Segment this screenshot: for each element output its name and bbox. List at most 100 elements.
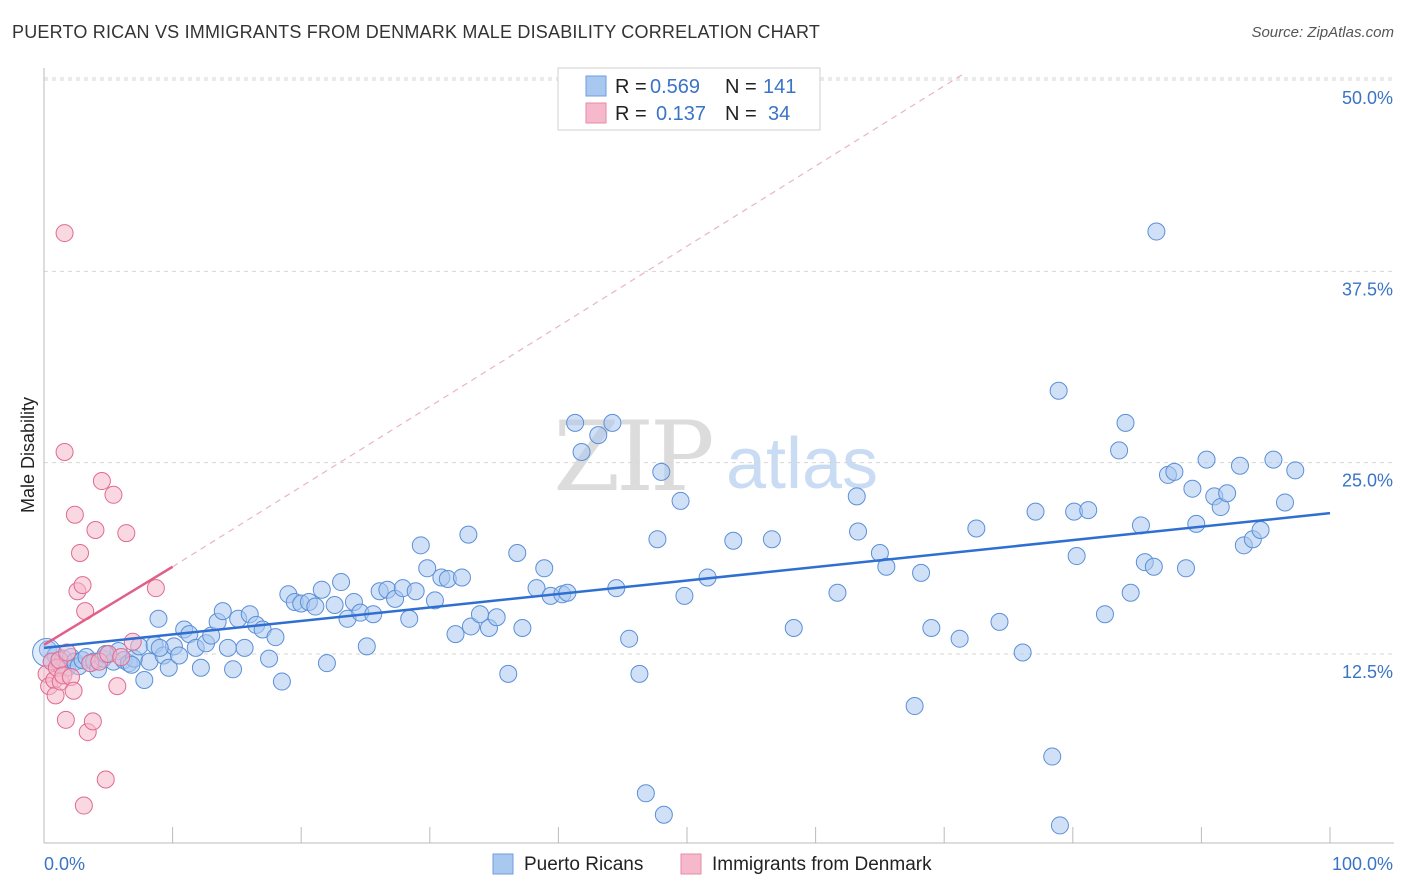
- point-puerto-ricans-135: [1183, 479, 1202, 498]
- point-puerto-ricans-145: [1264, 450, 1283, 469]
- series-legend: Puerto Ricans Immigrants from Denmark: [492, 853, 932, 875]
- point-puerto-ricans-120: [1050, 816, 1069, 835]
- point-puerto-ricans-27: [159, 658, 178, 677]
- bottom-legend-swatch-blue: [492, 853, 514, 875]
- legend-r-value-2: 0.137: [656, 103, 706, 125]
- point-denmark-22: [83, 712, 102, 731]
- point-puerto-ricans-96: [648, 530, 667, 549]
- point-denmark-33: [146, 579, 165, 598]
- source-credit: Source: ZipAtlas.com: [1251, 24, 1394, 41]
- y-axis-title: Male Disability: [18, 397, 38, 513]
- point-puerto-ricans-75: [459, 525, 478, 544]
- point-puerto-ricans-84: [535, 559, 554, 578]
- point-puerto-ricans-73: [446, 625, 465, 644]
- point-puerto-ricans-46: [266, 628, 285, 647]
- point-puerto-ricans-144: [1251, 521, 1270, 540]
- point-puerto-ricans-52: [306, 597, 325, 616]
- point-denmark-13: [64, 681, 83, 700]
- point-puerto-ricans-98: [654, 805, 673, 824]
- point-puerto-ricans-39: [224, 660, 243, 679]
- point-puerto-ricans-95: [636, 784, 655, 803]
- legend-n-value-2: 34: [768, 103, 790, 125]
- y-tick-label-1: 25.0%: [1342, 471, 1393, 491]
- x-tick-label-1: 100.0%: [1332, 854, 1393, 874]
- stats-legend: R = 0.569 N = 141 R = 0.137 N = 34: [557, 67, 821, 131]
- point-puerto-ricans-29: [170, 646, 189, 665]
- point-denmark-14: [65, 505, 84, 524]
- point-puerto-ricans-137: [1197, 450, 1216, 469]
- point-puerto-ricans-104: [784, 618, 803, 637]
- point-puerto-ricans-79: [487, 608, 506, 627]
- point-puerto-ricans-136: [1187, 514, 1206, 533]
- point-denmark-26: [96, 770, 115, 789]
- point-puerto-ricans-114: [967, 519, 986, 538]
- point-puerto-ricans-93: [620, 629, 639, 648]
- point-puerto-ricans-99: [671, 491, 690, 510]
- point-denmark-31: [117, 524, 136, 543]
- point-puerto-ricans-45: [260, 649, 279, 668]
- point-puerto-ricans-109: [877, 557, 896, 576]
- point-puerto-ricans-150: [150, 638, 169, 657]
- point-puerto-ricans-67: [406, 582, 425, 601]
- trend-line-denmark: [43, 565, 174, 646]
- point-denmark-30: [112, 648, 131, 667]
- bottom-legend-swatch-pink: [680, 853, 702, 875]
- point-puerto-ricans-70: [425, 591, 444, 610]
- legend-n-value-1: 141: [763, 76, 796, 98]
- point-puerto-ricans-103: [762, 530, 781, 549]
- point-puerto-ricans-124: [1095, 605, 1114, 624]
- point-puerto-ricans-111: [912, 563, 931, 582]
- trend-line-denmark-extension: [172, 73, 964, 568]
- point-denmark-16: [71, 543, 90, 562]
- point-denmark-18: [74, 796, 93, 815]
- point-denmark-11: [58, 643, 77, 662]
- point-puerto-ricans-74: [452, 568, 471, 587]
- trend-lines: [43, 511, 1331, 650]
- legend-n-label-2: N =: [725, 103, 757, 125]
- point-denmark-17: [73, 576, 92, 595]
- chart-title: PUERTO RICAN VS IMMIGRANTS FROM DENMARK …: [12, 22, 821, 42]
- denmark-points: [37, 224, 165, 815]
- y-tick-label-3: 50.0%: [1342, 88, 1393, 108]
- tick-labels: 12.5% 25.0% 37.5% 50.0% 0.0% 100.0%: [44, 88, 1393, 874]
- point-puerto-ricans-126: [1116, 413, 1135, 432]
- axes: [43, 68, 1394, 844]
- point-puerto-ricans-53: [312, 580, 331, 599]
- point-puerto-ricans-68: [411, 536, 430, 555]
- point-puerto-ricans-133: [1165, 462, 1184, 481]
- point-puerto-ricans-123: [1079, 501, 1098, 520]
- point-puerto-ricans-112: [922, 618, 941, 637]
- point-puerto-ricans-100: [675, 586, 694, 605]
- point-puerto-ricans-33: [191, 658, 210, 677]
- point-puerto-ricans-141: [1230, 456, 1249, 475]
- legend-r-label-1: R =: [615, 76, 647, 98]
- point-puerto-ricans-118: [1043, 747, 1062, 766]
- point-puerto-ricans-94: [630, 664, 649, 683]
- point-puerto-ricans-55: [325, 596, 344, 615]
- y-tick-label-0: 12.5%: [1342, 662, 1393, 682]
- point-puerto-ricans-106: [847, 487, 866, 506]
- point-denmark-29: [108, 677, 127, 696]
- point-puerto-ricans-119: [1049, 381, 1068, 400]
- point-denmark-outlier: [55, 224, 74, 243]
- point-denmark-23: [86, 521, 105, 540]
- point-puerto-ricans-25: [149, 609, 168, 628]
- point-puerto-ricans-82: [513, 618, 532, 637]
- pink-trend-extension: [172, 73, 964, 568]
- point-puerto-ricans-80: [499, 664, 518, 683]
- bottom-legend-label-2: Immigrants from Denmark: [712, 854, 932, 875]
- point-puerto-ricans-115: [990, 612, 1009, 631]
- point-puerto-ricans-89: [572, 442, 591, 461]
- point-denmark-25: [92, 472, 111, 491]
- point-puerto-ricans-38: [218, 638, 237, 657]
- point-puerto-ricans-97: [652, 462, 671, 481]
- legend-r-label-2: R =: [615, 103, 647, 125]
- point-puerto-ricans-110: [905, 697, 924, 716]
- point-puerto-ricans-146: [1275, 493, 1294, 512]
- point-denmark-32: [123, 632, 142, 651]
- point-puerto-ricans-37: [213, 602, 232, 621]
- point-puerto-ricans-131: [1147, 222, 1166, 241]
- point-puerto-ricans-91: [603, 413, 622, 432]
- point-puerto-ricans-60: [357, 637, 376, 656]
- legend-swatch-blue: [585, 75, 607, 97]
